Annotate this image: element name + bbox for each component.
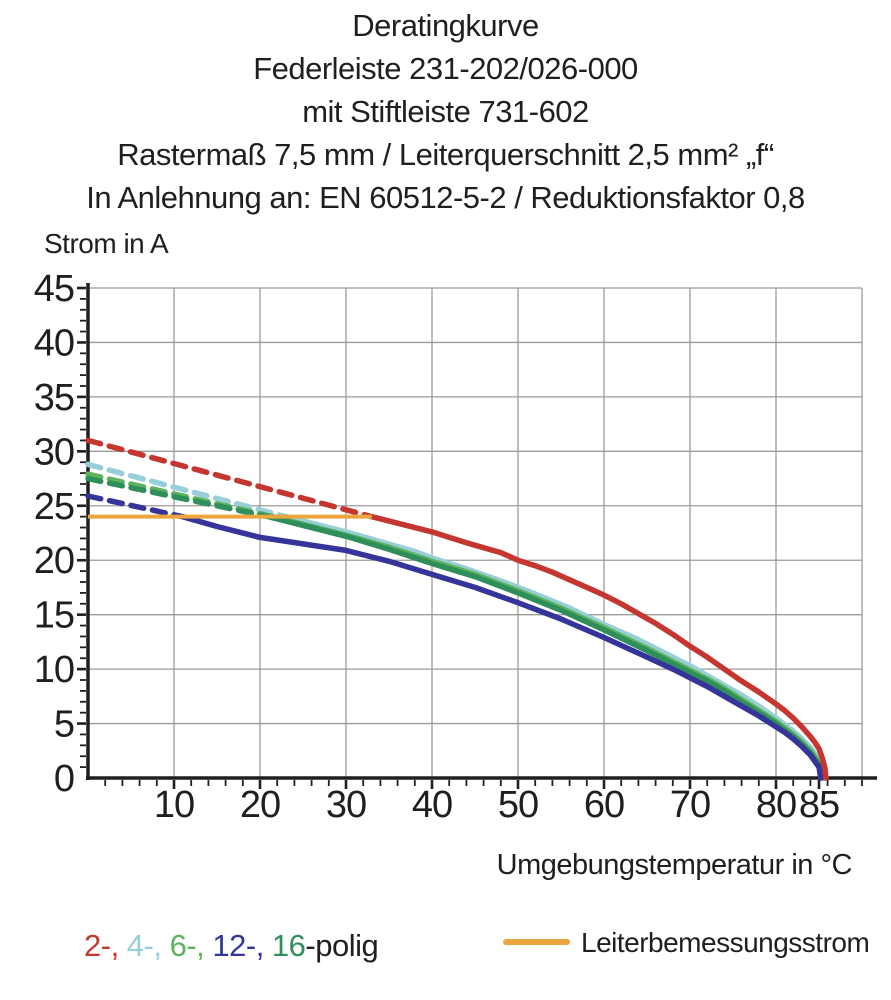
series-solid-6-polig [270,513,826,781]
x-tick-label-20: 20 [240,784,280,826]
y-tick-label-5: 5 [54,704,74,746]
y-tick-label-35: 35 [34,377,74,419]
rated-current-swatch [503,939,570,945]
legend-item-16-polig: 16 [271,928,306,963]
title-line-4: Rastermaß 7,5 mm / Leiterquerschnitt 2,5… [117,137,774,172]
series-dashed-16-polig [85,475,272,520]
y-axis-title: Strom in A [44,228,169,259]
x-tick-label-60: 60 [584,784,624,826]
series-solid-2-polig [369,513,829,781]
series-dashed-2-polig [85,437,375,520]
y-tick-label-15: 15 [34,595,74,637]
chart-title-block: Deratingkurve Federleiste 231-202/026-00… [0,4,891,219]
y-tick-label-25: 25 [34,486,74,528]
title-line-2: Federleiste 231-202/026-000 [253,51,638,86]
x-tick-label-30: 30 [326,784,366,826]
legend-item-suffix: -polig [305,928,379,963]
series-solid-16-polig [265,513,826,781]
title-line-3: mit Stiftleiste 731-602 [302,94,589,129]
series-dashed-4-polig [85,461,289,520]
title-line-5: In Anlehnung an: EN 60512-5-2 / Reduktio… [86,180,805,215]
rated-current-label: Leiterbemessungsstrom [581,927,870,958]
x-tick-label-50: 50 [498,784,538,826]
x-tick-label-10: 10 [154,784,194,826]
y-tick-label-0: 0 [54,758,74,800]
y-tick-label-40: 40 [34,322,74,364]
y-tick-label-10: 10 [34,649,74,691]
legend-item-12-polig: 12-, [212,928,272,963]
title-line-1: Deratingkurve [352,8,539,43]
y-tick-label-30: 30 [34,431,74,473]
series-dashed-12-polig [85,493,186,520]
x-tick-label-40: 40 [412,784,452,826]
legend-item-6-polig: 6-, [169,928,213,963]
y-tick-label-45: 45 [34,268,74,310]
legend-item-2-polig: 2-, [84,928,127,963]
series-solid-12-polig [179,513,824,781]
legend-item-4-polig: 4-, [126,928,170,963]
x-tick-label-70: 70 [670,784,710,826]
y-tick-label-20: 20 [34,540,74,582]
x-tick-label-80: 80 [756,784,796,826]
x-tick-label-85: 85 [799,784,839,826]
x-axis-title: Umgebungstemperatur in °C [496,849,853,881]
legend-pole-counts: 2-, 4-, 6-, 12-, 16-polig [84,928,379,964]
